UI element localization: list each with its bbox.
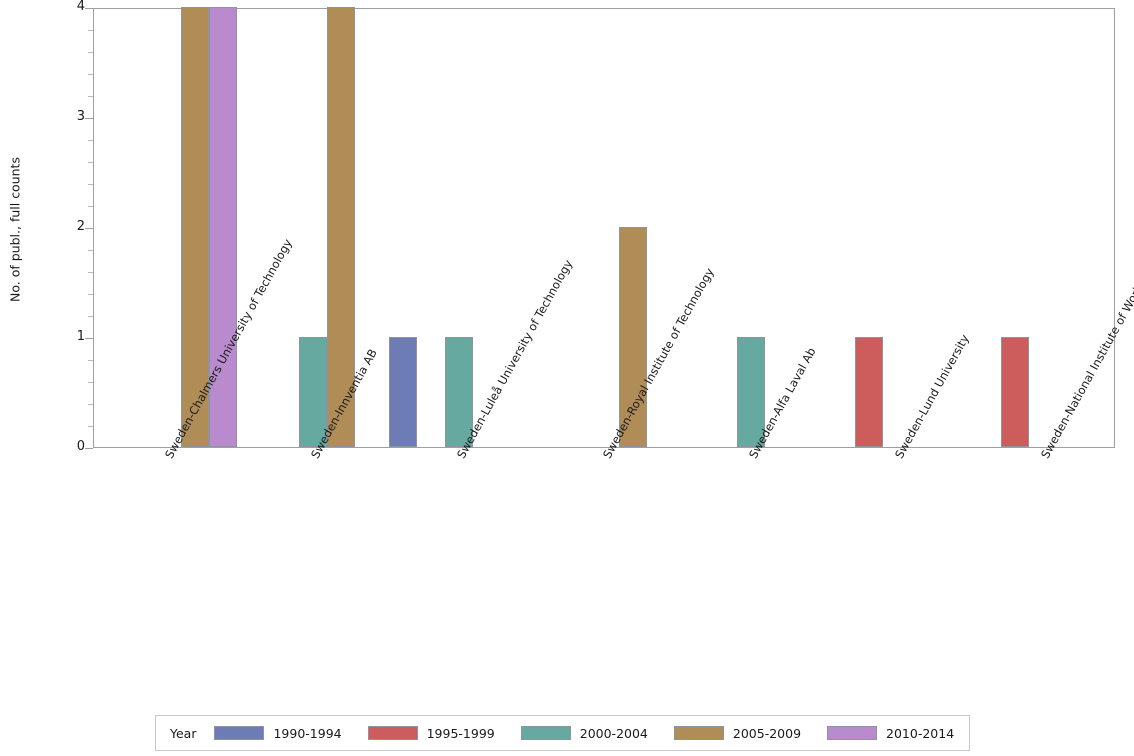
y-tick-minor [88,52,93,53]
legend-entry[interactable]: 2005-2009 [673,725,802,741]
bar [209,7,237,447]
legend-entry[interactable]: 1990-1994 [214,725,342,741]
y-tick-label: 3 [76,109,85,124]
legend-label: 2010-2014 [886,725,955,741]
bar [299,337,327,447]
legend-entry[interactable]: 2010-2014 [827,726,954,741]
y-tick-minor [88,96,93,97]
bar [327,7,355,447]
y-tick-label: 0 [76,439,85,454]
plot-area [93,7,1115,448]
bar [619,227,647,447]
legend-label: 1990-1994 [273,725,342,741]
bar [389,337,417,447]
y-tick-label: 2 [76,219,85,234]
legend-entry[interactable]: 2000-2004 [520,725,648,741]
legend-title: Year [170,725,197,741]
y-tick-major [85,448,93,449]
y-tick-major [85,118,93,119]
y-axis-label: No. of publ., full counts [7,157,23,302]
legend-swatch [673,726,724,740]
legend-swatch [367,726,418,740]
y-tick-minor [88,404,93,405]
y-tick-minor [88,426,93,427]
y-tick-minor [88,162,93,163]
y-tick-minor [88,184,93,185]
bar [855,337,883,447]
legend: Year 1990-1994 1995-1999 2000-2004 2005-200… [155,715,970,751]
y-tick-minor [88,206,93,207]
y-tick-minor [88,140,93,141]
y-tick-major [85,338,93,339]
legend-label: 2000-2004 [579,725,648,741]
legend-label: 2005-2009 [732,725,802,741]
y-tick-minor [88,30,93,31]
y-tick-label: 4 [76,0,85,14]
y-tick-minor [88,294,93,295]
y-tick-minor [88,250,93,251]
y-tick-major [85,8,93,9]
bar [181,7,209,447]
legend-swatch [520,726,571,740]
bar [445,337,473,447]
legend-swatch [214,726,265,740]
y-tick-label: 1 [76,329,85,344]
y-tick-minor [88,74,93,75]
y-tick-minor [88,382,93,383]
y-tick-minor [88,360,93,361]
y-tick-minor [88,316,93,317]
legend-label: 1995-1999 [426,725,495,741]
y-tick-minor [88,272,93,273]
y-tick-major [85,228,93,229]
legend-swatch [827,726,878,740]
bar [1001,337,1029,447]
legend-entries: 1990-1994 1995-1999 2000-2004 2005-2009 2010… [214,726,980,741]
bar [737,337,765,447]
legend-entry[interactable]: 1995-1999 [367,725,495,741]
